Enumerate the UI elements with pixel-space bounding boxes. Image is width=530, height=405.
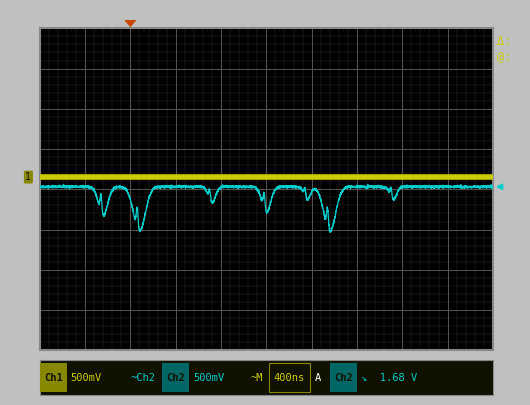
Polygon shape: [125, 20, 136, 27]
FancyBboxPatch shape: [269, 363, 310, 392]
Text: 1: 1: [25, 172, 31, 182]
Text: Ch1: Ch1: [44, 373, 63, 383]
Text: A: A: [315, 373, 322, 383]
Text: Δ:   110mV
@:   1.99 V: Δ: 110mV @: 1.99 V: [498, 35, 530, 63]
Text: Ch2: Ch2: [166, 373, 185, 383]
Text: 500mV: 500mV: [193, 373, 224, 383]
Text: ~Ch2: ~Ch2: [130, 373, 155, 383]
FancyBboxPatch shape: [330, 363, 357, 392]
Text: ↘  1.68 V: ↘ 1.68 V: [360, 373, 417, 383]
Text: Ch2: Ch2: [334, 373, 353, 383]
FancyBboxPatch shape: [40, 363, 67, 392]
Text: 500mV: 500mV: [70, 373, 102, 383]
Text: 400ns: 400ns: [274, 373, 305, 383]
FancyBboxPatch shape: [162, 363, 189, 392]
Text: ~M: ~M: [251, 373, 263, 383]
